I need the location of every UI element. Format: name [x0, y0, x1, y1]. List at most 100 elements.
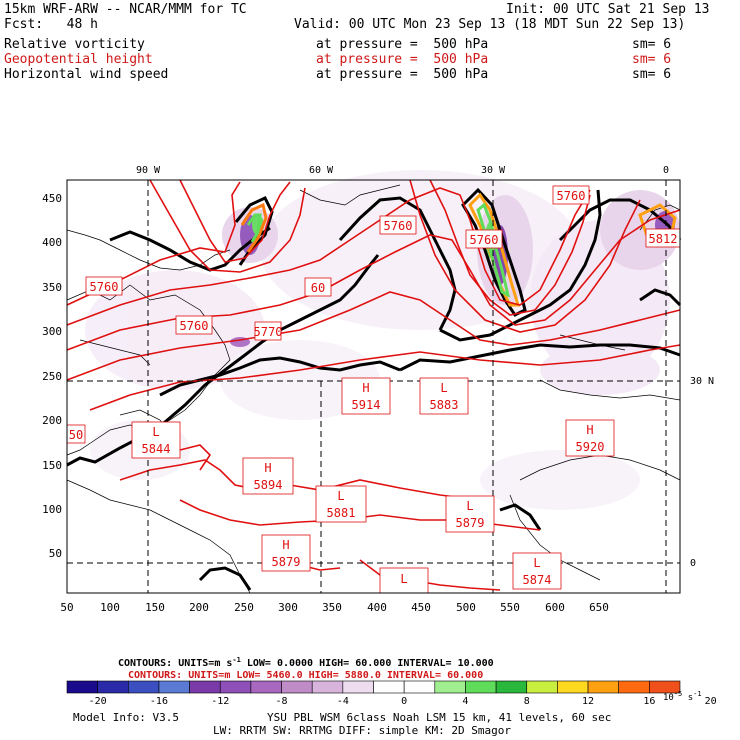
- map-panel: 5760 5760 5760 5760 5760 5812 60 5770 50…: [66, 170, 682, 594]
- x-tick-labels: 50 100 150 200 250 300 350 400 450 500 5…: [60, 601, 609, 614]
- colorbar-label: 20: [705, 696, 717, 707]
- lon-label-90w: 90 W: [136, 165, 161, 176]
- field-sm-wind: sm= 6: [632, 67, 672, 82]
- colorbar-label: 4: [462, 696, 468, 707]
- contours-height-info: CONTOURS: UNITS=m LOW= 5460.0 HIGH= 5880…: [128, 670, 483, 681]
- svg-text:5894: 5894: [254, 478, 283, 492]
- svg-text:L: L: [533, 556, 540, 570]
- height-label-5760-e: 5760: [465, 229, 503, 249]
- colorbar-label: 0: [401, 696, 407, 707]
- x-tick: 250: [234, 601, 254, 614]
- model-title: 15km WRF-ARW -- NCAR/MMM for TC: [4, 2, 247, 17]
- colorbar-swatch: [557, 680, 589, 694]
- x-tick: 100: [100, 601, 120, 614]
- high-label-5920: H 5920: [565, 419, 615, 457]
- low-label-5883: L 5883: [419, 377, 469, 415]
- svg-text:5879: 5879: [272, 555, 301, 569]
- valid-time: Valid: 00 UTC Mon 23 Sep 13 (18 MDT Sun …: [294, 17, 686, 32]
- svg-text:5760: 5760: [90, 280, 119, 294]
- height-label-5760-c: 5760: [379, 215, 417, 235]
- svg-text:H: H: [264, 461, 271, 475]
- svg-text:L: L: [440, 381, 447, 395]
- coastlines: [66, 184, 681, 594]
- lon-label-30w: 30 W: [481, 165, 506, 176]
- colorbar-swatch: [649, 680, 681, 694]
- svg-text:5770: 5770: [254, 325, 283, 339]
- svg-text:5760: 5760: [557, 189, 586, 203]
- field-level-wind: at pressure = 500 hPa: [316, 67, 489, 82]
- x-tick: 150: [145, 601, 165, 614]
- svg-text:5812: 5812: [649, 232, 678, 246]
- y-tick: 200: [42, 414, 62, 427]
- x-tick: 50: [60, 601, 73, 614]
- high-label-5879: H 5879: [261, 534, 311, 572]
- colorbar-swatch: [219, 680, 252, 694]
- physics-line-2: LW: RRTM SW: RRTMG DIFF: simple KM: 2D S…: [213, 724, 511, 737]
- height-label-5760-d: 5760: [552, 185, 590, 205]
- x-tick: 500: [456, 601, 476, 614]
- height-label-5760-a: 5760: [85, 276, 123, 296]
- colorbar-label: 8: [524, 696, 530, 707]
- colorbar-swatch: [97, 680, 129, 694]
- lon-label-60w: 60 W: [309, 165, 334, 176]
- x-tick: 550: [500, 601, 520, 614]
- low-label-5844: L 5844: [131, 421, 181, 459]
- y-tick-labels: 450 400 350 300 250 200 150 100 50: [42, 192, 62, 560]
- svg-text:H: H: [586, 423, 593, 437]
- svg-text:H: H: [362, 381, 369, 395]
- model-info: Model Info: V3.5: [73, 711, 179, 724]
- colorbar-swatch: [618, 680, 650, 694]
- high-label-5894: H 5894: [242, 457, 294, 495]
- x-tick: 450: [411, 601, 431, 614]
- height-label-5760-b: 5760: [175, 315, 213, 335]
- colorbar-label: -20: [89, 696, 107, 707]
- height-label-50: 50: [66, 424, 86, 444]
- field-name-wind: Horizontal wind speed: [4, 67, 169, 82]
- colorbar-swatch: [342, 680, 374, 694]
- svg-text:5760: 5760: [384, 219, 413, 233]
- colorbar-label: -12: [211, 696, 229, 707]
- svg-text:5920: 5920: [576, 440, 605, 454]
- height-label-5770: 5770: [254, 321, 283, 341]
- low-label-5874: L 5874: [512, 552, 562, 590]
- colorbar-swatch: [526, 680, 558, 694]
- svg-text:5874: 5874: [523, 573, 552, 587]
- height-label-60: 60: [304, 277, 332, 297]
- svg-text:5844: 5844: [142, 442, 171, 456]
- y-tick: 350: [42, 281, 62, 294]
- high-label-5914: H 5914: [341, 377, 391, 415]
- x-tick: 600: [545, 601, 565, 614]
- y-tick: 450: [42, 192, 62, 205]
- colorbar-swatch: [373, 680, 405, 694]
- svg-text:L: L: [466, 499, 473, 513]
- colorbar-swatch: [66, 680, 98, 694]
- y-tick: 300: [42, 325, 62, 338]
- svg-text:5914: 5914: [352, 398, 381, 412]
- height-labels: 5760 5760 5760 5760 5760 5812 60 5770 50…: [66, 185, 681, 594]
- lon-label-0: 0: [663, 165, 669, 176]
- colorbar-units: 10-5 s-1: [663, 690, 702, 703]
- svg-text:5879: 5879: [456, 516, 485, 530]
- y-tick: 250: [42, 370, 62, 383]
- geopotential-contours: [66, 179, 681, 591]
- field-level-geopotential: at pressure = 500 hPa: [316, 52, 489, 67]
- colorbar-label: -4: [337, 696, 349, 707]
- x-tick: 650: [589, 601, 609, 614]
- colorbar-swatch: [189, 680, 221, 694]
- field-name-geopotential: Geopotential height: [4, 52, 153, 67]
- x-tick: 300: [278, 601, 298, 614]
- colorbar-swatch: [281, 680, 313, 694]
- y-tick: 100: [42, 503, 62, 516]
- colorbar-swatch: [465, 680, 497, 694]
- x-tick: 350: [322, 601, 342, 614]
- y-tick: 150: [42, 459, 62, 472]
- colorbar-label: -16: [150, 696, 168, 707]
- svg-text:5760: 5760: [470, 233, 499, 247]
- colorbar: [66, 680, 681, 694]
- colorbar-swatch: [128, 680, 160, 694]
- height-label-5812: 5812: [645, 228, 681, 248]
- low-label-bottom: L: [379, 567, 429, 594]
- forecast-hour: Fcst: 48 h: [4, 17, 98, 32]
- field-sm-vorticity: sm= 6: [632, 37, 672, 52]
- svg-text:L: L: [400, 572, 407, 586]
